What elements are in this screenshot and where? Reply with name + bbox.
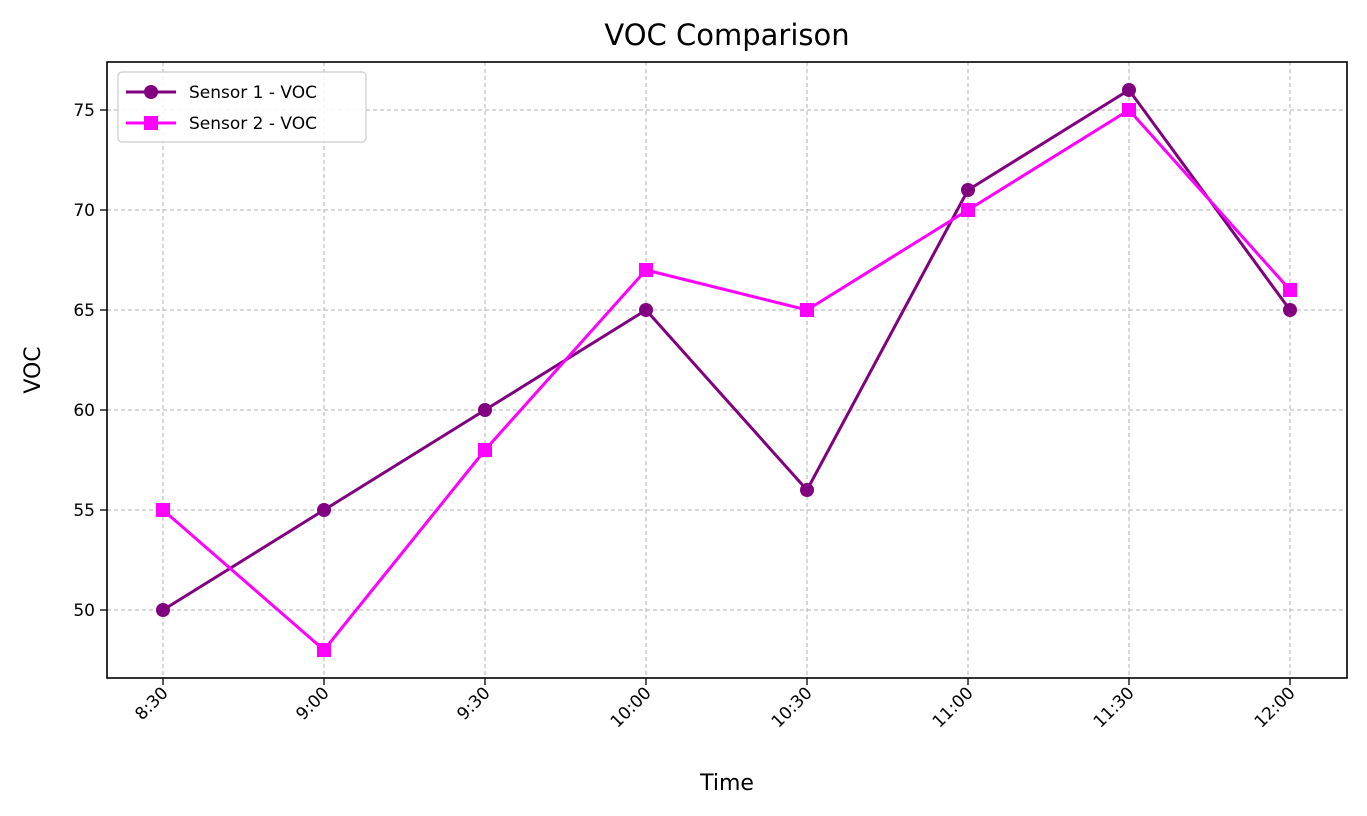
series-1-point — [1122, 83, 1136, 97]
series-2-point — [961, 203, 975, 217]
legend: Sensor 1 - VOC Sensor 2 - VOC — [117, 71, 367, 143]
series-1-line — [162, 88, 1292, 612]
y-tick-label: 75 — [73, 101, 95, 121]
series-1-point — [317, 503, 331, 517]
series-1 — [156, 83, 1297, 617]
series-2-point — [478, 443, 492, 457]
y-tick-label: 65 — [73, 301, 95, 321]
series-1-point — [800, 483, 814, 497]
y-tick-label: 55 — [73, 501, 95, 521]
legend-marker — [144, 85, 158, 99]
y-tick-label: 70 — [73, 201, 95, 221]
series-1-point — [478, 403, 492, 417]
series-2-point — [1122, 103, 1136, 117]
y-tick-label: 60 — [73, 401, 95, 421]
series-2-point — [156, 503, 170, 517]
legend-entry-1: Sensor 1 - VOC — [126, 83, 317, 103]
legend-label: Sensor 2 - VOC — [189, 114, 317, 134]
series-lines — [156, 83, 1297, 657]
y-axis-label: VOC — [21, 346, 46, 393]
plot-frame — [106, 61, 1348, 679]
series-2-point — [1283, 283, 1297, 297]
y-tick-label: 50 — [73, 601, 95, 621]
series-2-point — [317, 643, 331, 657]
legend-entry-2: Sensor 2 - VOC — [126, 114, 317, 134]
series-2-point — [800, 303, 814, 317]
series-1-point — [156, 603, 170, 617]
legend-box — [117, 71, 367, 143]
series-1-point — [1283, 303, 1297, 317]
chart-title: VOC Comparison — [604, 18, 849, 52]
series-1-point — [961, 183, 975, 197]
x-axis-label: Time — [699, 771, 754, 796]
series-2-line — [162, 108, 1292, 652]
series-1-point — [639, 303, 653, 317]
series-2-point — [639, 263, 653, 277]
legend-label: Sensor 1 - VOC — [189, 83, 317, 103]
legend-marker — [144, 116, 158, 130]
series-2 — [156, 103, 1297, 657]
